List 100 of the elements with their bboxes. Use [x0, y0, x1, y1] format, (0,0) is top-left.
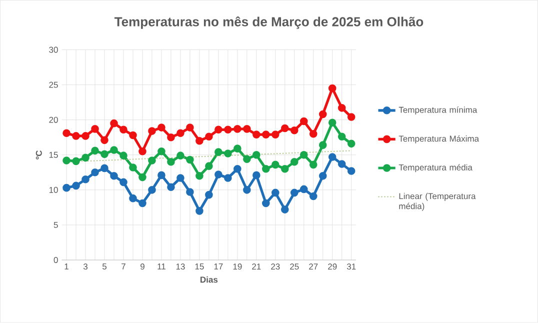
point [100, 150, 108, 158]
point [82, 132, 90, 140]
point [72, 132, 80, 140]
x-axis-title: Dias [200, 276, 218, 283]
legend-label: Temperatura mínima [398, 106, 478, 115]
point [110, 120, 118, 128]
point [148, 127, 156, 136]
point [252, 171, 260, 180]
point [82, 154, 90, 162]
x-tick-label: 1 [64, 264, 68, 270]
point [224, 126, 232, 134]
point [243, 155, 251, 164]
point [158, 171, 166, 180]
point [347, 140, 356, 148]
point [280, 165, 289, 173]
point [243, 186, 251, 194]
point [271, 160, 280, 169]
point [347, 113, 356, 122]
x-tick-label: 25 [290, 264, 299, 270]
point [82, 176, 90, 184]
y-tick-label: 20 [49, 116, 58, 123]
point [280, 124, 289, 132]
y-tick-label: 0 [54, 257, 58, 264]
point [300, 185, 308, 194]
x-tick-label: 13 [176, 264, 185, 270]
point [186, 124, 194, 132]
point [176, 174, 184, 182]
x-tick-label: 3 [83, 264, 88, 270]
point [234, 144, 242, 153]
point [328, 153, 336, 161]
point [176, 129, 184, 138]
point [129, 194, 137, 202]
point [243, 125, 251, 133]
x-tick-label: 15 [195, 264, 204, 270]
x-tick-label: 19 [233, 264, 242, 270]
point [186, 156, 194, 164]
point [196, 172, 204, 180]
point [110, 146, 118, 154]
point [186, 188, 194, 196]
x-tick-label: 29 [328, 264, 337, 270]
point [224, 174, 232, 182]
point [62, 129, 70, 138]
point [262, 199, 270, 208]
point [338, 132, 346, 141]
point [338, 104, 346, 112]
point [234, 125, 242, 133]
point [328, 118, 336, 127]
x-tick-label: 11 [158, 264, 166, 270]
y-tick-label: 5 [54, 222, 58, 228]
x-tick-label: 17 [214, 264, 223, 270]
point [290, 188, 298, 197]
point [224, 150, 232, 158]
point [129, 131, 137, 140]
point [300, 151, 308, 159]
legend-label: Linear (Temperatura média) [399, 193, 476, 211]
point [120, 152, 128, 160]
point [91, 146, 99, 155]
chart-title: Temperaturas no mês de Março de 2025 em Olhão [114, 16, 424, 30]
point [214, 148, 222, 156]
point [62, 156, 70, 164]
point [290, 158, 298, 166]
point [262, 130, 270, 139]
x-tick-label: 9 [140, 264, 144, 270]
point [196, 207, 204, 215]
point [158, 148, 166, 156]
point [338, 160, 346, 168]
x-tick-label: 23 [271, 264, 280, 270]
x-tick-label: 31 [346, 264, 356, 270]
point [120, 126, 128, 134]
point [328, 84, 336, 92]
point [167, 134, 175, 142]
point [271, 188, 280, 197]
point [300, 117, 308, 126]
point [120, 178, 128, 186]
point [167, 183, 175, 192]
point [72, 157, 80, 166]
x-tick-label: 5 [102, 264, 107, 270]
point [318, 141, 327, 150]
point [91, 125, 99, 133]
point [290, 126, 298, 134]
point [214, 126, 222, 134]
y-tick-label: 15 [49, 152, 58, 158]
point [138, 174, 146, 182]
point [205, 132, 213, 141]
point [309, 192, 318, 200]
point [72, 182, 80, 190]
point [271, 130, 280, 139]
point [158, 124, 166, 132]
point [252, 151, 260, 159]
y-axis-title: ºC [36, 150, 42, 160]
point [318, 110, 327, 118]
y-tick-label: 25 [49, 82, 58, 88]
point [62, 184, 70, 192]
point [100, 136, 108, 144]
point [214, 170, 222, 179]
point [110, 172, 118, 180]
point [148, 156, 156, 164]
legend-label: Temperatura média [398, 164, 472, 172]
point [252, 130, 260, 139]
point [318, 172, 327, 180]
